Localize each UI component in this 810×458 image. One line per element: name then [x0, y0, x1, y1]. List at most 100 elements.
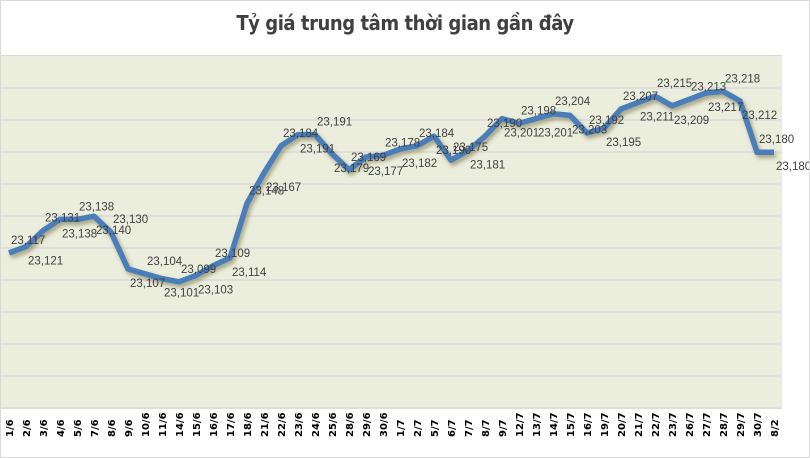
x-tick-label: 21/6	[260, 412, 271, 437]
x-tick-label: 5/6	[73, 419, 84, 437]
x-axis: 1/6 2/6 3/6 4/6 5/6 7/6 8/6 9/6 10/6 11/6 14/6 15/6…	[5, 412, 781, 437]
x-tick-label: 12/7	[515, 412, 526, 437]
x-tick-label: 23/7	[668, 412, 679, 437]
data-label: 23,104	[147, 256, 183, 268]
x-tick-label: 30/7	[753, 412, 764, 437]
data-label: 23,182	[402, 158, 437, 170]
data-label: 23,201	[504, 128, 539, 140]
x-tick-label: 9/7	[498, 419, 509, 437]
data-label: 23,167	[266, 182, 301, 194]
x-tick-label: 2/7	[413, 419, 424, 437]
x-tick-label: 1/6	[5, 419, 16, 437]
x-tick-label: 26/7	[685, 412, 696, 437]
x-tick-label: 15/7	[566, 412, 577, 437]
x-tick-label: 16/6	[209, 412, 220, 437]
x-tick-label: 4/6	[56, 419, 67, 437]
x-tick-label: 14/7	[549, 412, 560, 437]
data-label: 23,195	[606, 137, 641, 149]
data-labels: 23,11723,12123,13123,13823,13823,14023,1…	[11, 73, 809, 299]
data-label: 23,140	[96, 225, 131, 237]
exchange-rate-line	[8, 88, 774, 285]
x-tick-label: 30/6	[379, 412, 390, 437]
x-tick-label: 8/7	[481, 419, 492, 437]
x-tick-label: 24/6	[311, 412, 322, 437]
data-label: 23,215	[657, 78, 692, 90]
data-label: 23,201	[538, 128, 573, 140]
x-tick-label: 8/6	[107, 419, 118, 437]
data-label: 23,180	[776, 161, 809, 173]
data-label: 23,175	[453, 142, 488, 154]
data-label: 23,131	[45, 213, 80, 225]
data-label: 23,198	[521, 105, 556, 117]
x-tick-label: 25/6	[328, 412, 339, 437]
chart-title: Tỷ giá trung tâm thời gian gần đây	[236, 11, 574, 35]
data-label: 23,192	[589, 115, 624, 127]
data-label: 23,138	[62, 228, 97, 240]
data-label: 23,177	[368, 166, 403, 178]
data-label: 23,130	[113, 214, 148, 226]
data-label: 23,204	[555, 96, 591, 108]
data-label: 23,114	[232, 267, 267, 279]
x-tick-label: 19/7	[600, 412, 611, 437]
x-tick-label: 16/7	[583, 412, 594, 437]
data-label: 23,203	[572, 124, 607, 136]
data-label: 23,184	[283, 128, 319, 140]
data-label: 23,213	[691, 81, 726, 93]
x-tick-label: 5/7	[430, 419, 441, 437]
gridlines	[1, 87, 782, 409]
data-label: 23,212	[742, 110, 777, 122]
x-tick-label: 27/7	[702, 412, 713, 437]
x-tick-label: 3/6	[39, 419, 50, 437]
data-label: 23,190	[436, 145, 471, 157]
x-tick-label: 18/6	[243, 412, 254, 437]
data-label: 23,211	[640, 112, 674, 124]
x-tick-label: 15/6	[192, 412, 203, 437]
x-tick-label: 29/6	[362, 412, 373, 437]
x-tick-label: 7/6	[90, 419, 101, 437]
data-label: 23,169	[351, 152, 386, 164]
data-label: 23,180	[759, 134, 794, 146]
data-label: 23,218	[725, 73, 760, 85]
data-label: 23,103	[198, 284, 233, 296]
x-tick-label: 28/6	[345, 412, 356, 437]
data-label: 23,184	[419, 128, 455, 140]
data-label: 23,207	[623, 91, 658, 103]
x-tick-label: 2/6	[22, 419, 33, 437]
data-label: 23,117	[11, 235, 45, 247]
data-label: 23,181	[470, 160, 505, 172]
x-tick-label: 29/7	[736, 412, 747, 437]
x-tick-label: 1/7	[396, 419, 407, 437]
data-label: 23,217	[708, 102, 743, 114]
data-label: 23,191	[317, 117, 352, 129]
data-label: 23,107	[130, 278, 165, 290]
x-tick-label: 8/2	[770, 419, 781, 437]
data-label: 23,179	[334, 163, 369, 175]
data-label: 23,099	[181, 264, 216, 276]
series-line	[8, 88, 774, 285]
x-tick-label: 22/6	[277, 412, 288, 437]
x-tick-label: 14/6	[175, 412, 186, 437]
plot-area	[1, 55, 782, 409]
data-label: 23,138	[79, 201, 114, 213]
x-tick-label: 17/6	[226, 412, 237, 437]
data-label: 23,109	[215, 248, 250, 260]
x-tick-label: 13/7	[532, 412, 543, 437]
data-label: 23,148	[249, 185, 284, 197]
data-label: 23,178	[385, 137, 420, 149]
x-tick-label: 21/7	[634, 412, 645, 437]
x-tick-label: 6/7	[447, 419, 458, 437]
data-label: 23,191	[300, 144, 335, 156]
x-tick-label: 22/7	[651, 412, 662, 437]
x-tick-label: 9/6	[124, 419, 135, 437]
x-tick-label: 28/7	[719, 412, 730, 437]
data-label: 23,121	[28, 256, 63, 268]
data-label: 23,190	[487, 118, 522, 130]
x-tick-label: 20/7	[617, 412, 628, 437]
x-tick-label: 23/6	[294, 412, 305, 437]
data-label: 23,209	[674, 115, 709, 127]
x-tick-label: 11/6	[158, 412, 169, 437]
x-tick-label: 7/7	[464, 419, 475, 437]
x-tick-label: 10/6	[141, 412, 152, 437]
